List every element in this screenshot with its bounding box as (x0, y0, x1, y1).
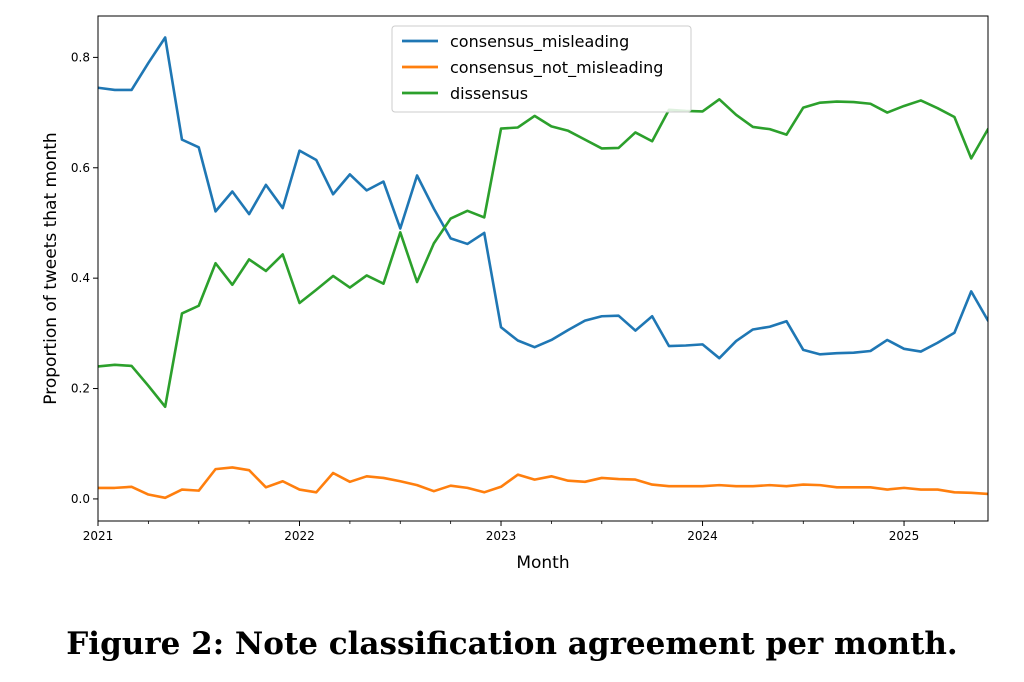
x-tick-label: 2022 (284, 529, 315, 543)
axis-ticks: 0.0 0.2 0.4 0.6 0.8 2021 2022 2023 2024 2025 (71, 50, 955, 543)
y-tick-label: 0.2 (71, 382, 90, 396)
x-tick-label: 2024 (687, 529, 718, 543)
legend-box (391, 25, 692, 113)
y-tick-label: 0.6 (71, 161, 90, 175)
y-tick-label: 0.4 (71, 271, 90, 285)
legend-label-dissensus: dissensus (450, 84, 528, 103)
legend: consensus_misleading consensus_not_mislea… (391, 25, 692, 113)
x-axis-label: Month (516, 553, 569, 573)
x-tick-label: 2023 (486, 529, 517, 543)
x-tick-label: 2025 (889, 529, 920, 543)
legend-label-consensus-not-misleading: consensus_not_misleading (450, 58, 663, 78)
line-chart: 0.0 0.2 0.4 0.6 0.8 2021 2022 2023 2024 2025 Mont… (41, 15, 989, 573)
y-tick-label: 0.0 (71, 492, 90, 506)
plot-lines (98, 36, 988, 500)
y-tick-label: 0.8 (71, 50, 90, 64)
series-line-dissensus (98, 98, 988, 409)
series-line-consensus-misleading (98, 36, 988, 360)
y-axis-label: Proportion of tweets that month (41, 132, 61, 404)
series-line-consensus-not-misleading (98, 466, 988, 500)
legend-label-consensus-misleading: consensus_misleading (450, 32, 629, 52)
x-tick-label: 2021 (83, 529, 114, 543)
figure-caption: Figure 2: Note classification agreement … (66, 626, 958, 662)
plot-frame (97, 15, 989, 522)
